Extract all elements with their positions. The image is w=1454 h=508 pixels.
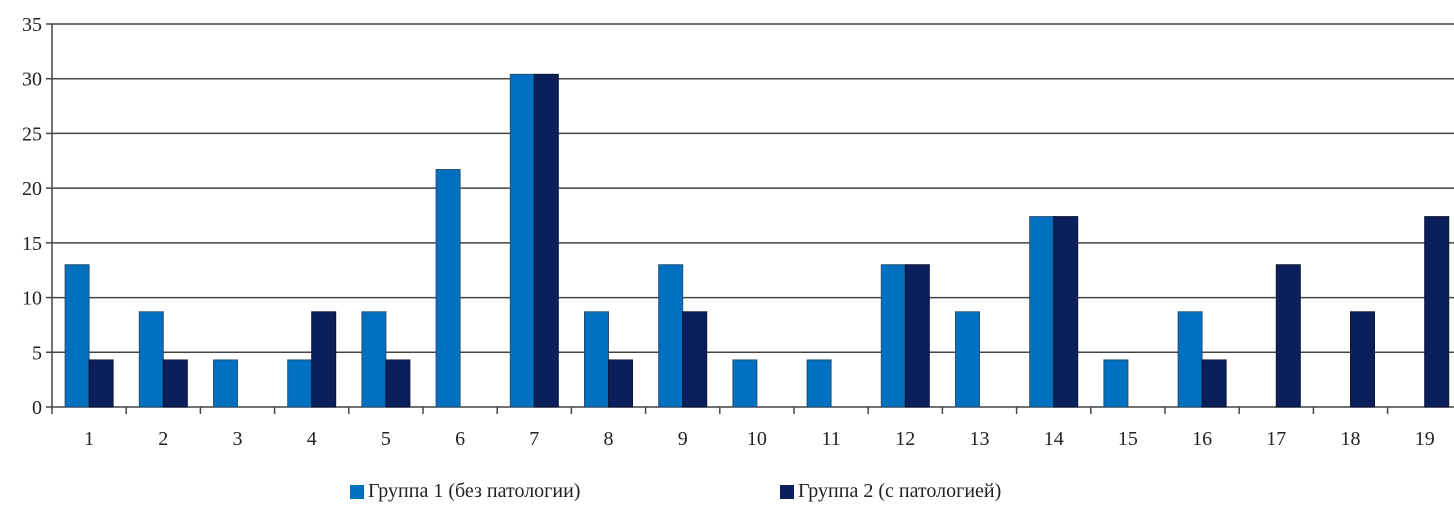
bar-series-2-cat-7 <box>533 73 559 408</box>
bar-series-2-cat-14 <box>1053 216 1079 408</box>
x-tick-label: 14 <box>1044 428 1064 450</box>
bar-series-2-cat-9 <box>682 311 708 408</box>
x-tick-label: 12 <box>895 428 915 450</box>
bar-series-1-cat-11 <box>806 359 832 408</box>
legend-item-group-1: Группа 1 (без патологии) <box>350 480 580 503</box>
bar-series-1-cat-10 <box>732 359 758 408</box>
y-tick-label: 35 <box>22 14 42 36</box>
bar-series-2-cat-4 <box>311 311 337 408</box>
x-tick-label: 16 <box>1192 428 1212 450</box>
x-tick-label: 19 <box>1415 428 1435 450</box>
x-tick-label: 3 <box>233 428 243 450</box>
bar-series-1-cat-9 <box>658 264 684 408</box>
x-tick-label: 10 <box>747 428 767 450</box>
bar-series-1-cat-2 <box>138 311 164 408</box>
x-tick-label: 17 <box>1266 428 1286 450</box>
bar-series-1-cat-13 <box>955 311 980 408</box>
bar-series-2-cat-1 <box>88 359 114 408</box>
x-tick-label: 8 <box>604 428 614 450</box>
x-tick-label: 9 <box>678 428 688 450</box>
legend-label-group-1: Группа 1 (без патологии) <box>368 480 581 502</box>
chart-legend: Группа 1 (без патологии) Группа 2 (с пат… <box>0 478 1454 508</box>
x-tick-label: 1 <box>84 428 94 450</box>
x-tick-label: 7 <box>529 428 539 450</box>
legend-swatch-group-2 <box>780 484 794 499</box>
y-tick-label: 15 <box>22 233 42 255</box>
y-tick-label: 25 <box>22 123 42 145</box>
y-tick-label: 5 <box>32 342 42 364</box>
legend-swatch-group-1 <box>350 484 364 499</box>
x-tick-label: 4 <box>307 428 317 450</box>
x-tick-label: 5 <box>381 428 391 450</box>
bar-series-2-cat-5 <box>385 359 411 408</box>
bar-series-1-cat-14 <box>1029 216 1055 408</box>
y-tick-label: 10 <box>22 288 42 310</box>
legend-label-group-2: Группа 2 (с патологией) <box>798 480 1002 502</box>
bar-series-2-cat-12 <box>904 264 930 408</box>
x-tick-label: 6 <box>455 428 465 450</box>
x-tick-label: 13 <box>970 428 990 450</box>
bar-series-1-cat-1 <box>64 264 90 408</box>
x-tick-label: 2 <box>158 428 168 450</box>
bar-series-1-cat-4 <box>287 359 313 408</box>
bar-series-1-cat-3 <box>213 359 238 408</box>
bar-series-2-cat-17 <box>1275 264 1301 408</box>
bar-series-1-cat-5 <box>361 311 387 408</box>
bar-series-2-cat-16 <box>1201 359 1227 408</box>
bar-series-2-cat-19 <box>1424 216 1450 408</box>
x-tick-label: 11 <box>821 428 840 450</box>
y-tick-label: 0 <box>32 397 42 419</box>
x-tick-label: 15 <box>1118 428 1138 450</box>
bar-series-2-cat-2 <box>162 359 188 408</box>
x-tick-label: 18 <box>1341 428 1361 450</box>
legend-item-group-2: Группа 2 (с патологией) <box>780 480 1001 503</box>
bar-series-1-cat-6 <box>435 169 461 408</box>
bar-series-1-cat-8 <box>584 311 609 408</box>
bar-series-1-cat-12 <box>880 264 906 408</box>
bar-series-1-cat-7 <box>509 73 535 408</box>
bar-series-1-cat-16 <box>1177 311 1203 408</box>
y-tick-label: 30 <box>22 69 42 91</box>
bar-series-2-cat-8 <box>608 359 633 408</box>
bar-series-1-cat-15 <box>1103 359 1129 408</box>
y-tick-label: 20 <box>22 178 42 200</box>
bar-series-2-cat-18 <box>1350 311 1375 408</box>
